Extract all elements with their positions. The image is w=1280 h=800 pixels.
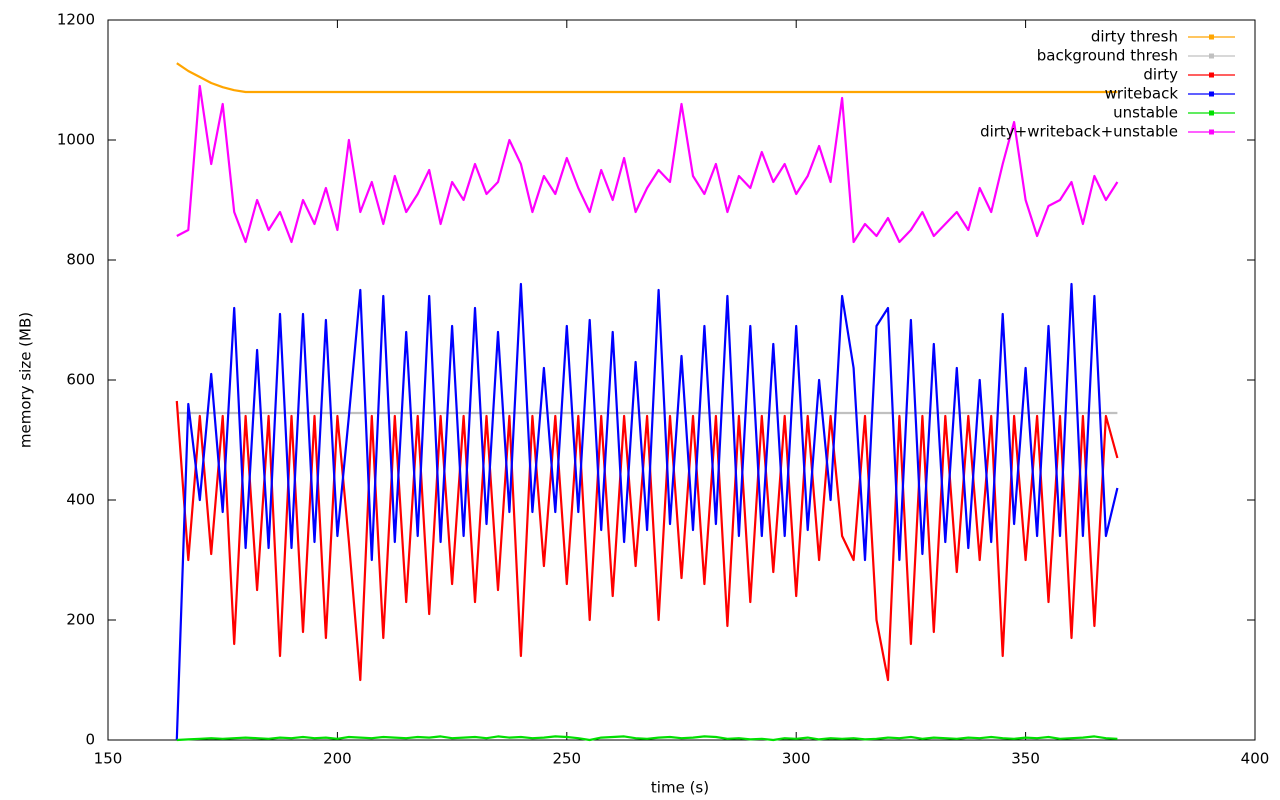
y-tick-label: 600 [66, 371, 95, 389]
legend-marker [1209, 53, 1214, 59]
legend-label: unstable [1113, 104, 1178, 122]
legend-label: background thresh [1037, 47, 1178, 65]
legend-marker [1209, 110, 1214, 116]
y-tick-label: 1000 [57, 131, 95, 149]
y-tick-label: 1200 [57, 11, 95, 29]
x-tick-label: 300 [782, 750, 811, 768]
legend-label: dirty [1143, 66, 1178, 84]
series-line [176, 735, 1118, 742]
y-tick-label: 0 [85, 731, 95, 749]
legend-label: dirty thresh [1091, 28, 1178, 46]
legend-marker [1209, 72, 1214, 78]
x-tick-label: 150 [94, 750, 123, 768]
y-axis-label: memory size (MB) [17, 312, 35, 448]
series-line [175, 282, 1119, 741]
legend-marker [1209, 129, 1214, 135]
legend-marker [1209, 34, 1214, 40]
legend-marker [1209, 91, 1214, 97]
series-line [176, 62, 1118, 94]
legend-label: dirty+writeback+unstable [980, 123, 1178, 141]
x-tick-label: 400 [1241, 750, 1270, 768]
series-line [175, 400, 1119, 682]
x-tick-label: 200 [323, 750, 352, 768]
y-tick-label: 800 [66, 251, 95, 269]
legend-label: writeback [1105, 85, 1179, 103]
x-tick-label: 350 [1011, 750, 1040, 768]
x-axis-label: time (s) [651, 779, 709, 797]
y-tick-label: 400 [66, 491, 95, 509]
y-tick-label: 200 [66, 611, 95, 629]
series-line [176, 84, 1119, 244]
x-tick-label: 250 [552, 750, 581, 768]
